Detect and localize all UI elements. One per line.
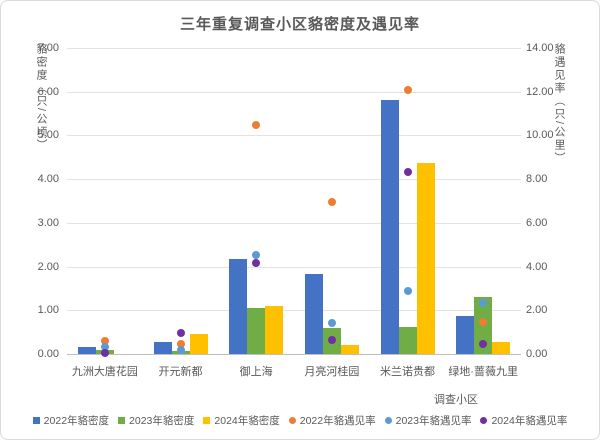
category-label: 绿地·蔷薇九里: [448, 366, 518, 378]
plot-area: [67, 48, 521, 357]
left-axis-tick: 0.00: [37, 348, 59, 360]
legend-label: 2022年貉密度: [43, 415, 110, 427]
dot-s0-c4: [403, 85, 412, 94]
legend-item: 2022年貉密度: [32, 413, 110, 428]
bar-s0-c3: [304, 273, 323, 354]
legend-item: 2024年貉遇见率: [480, 413, 567, 428]
left-axis-tick: 1.00: [37, 304, 59, 317]
bar-s2-c4: [416, 162, 435, 354]
gridline: [67, 266, 521, 268]
legend-item: 2023年貉密度: [118, 413, 194, 428]
right-axis-tick: 2.00: [526, 304, 548, 317]
legend-item: 2022年貉遇见率: [288, 413, 376, 428]
legend-item: 2024年貉密度: [203, 413, 280, 428]
bar-s2-c5: [492, 341, 511, 354]
legend-label: 2023年貉密度: [129, 415, 195, 427]
dot-s2-c4: [403, 167, 412, 176]
dot-s2-c0: [100, 348, 109, 357]
bar-s1-c4: [398, 327, 417, 354]
legend-marker-square-icon: [32, 417, 40, 424]
dot-s2-c2: [252, 259, 261, 268]
left-axis-tick: 7.00: [37, 42, 59, 54]
left-axis-tick: 3.00: [37, 216, 59, 229]
gridline: [67, 91, 521, 93]
bar-s0-c2: [229, 258, 248, 354]
legend-label: 2023年貉遇见率: [395, 415, 472, 427]
legend-marker-circle-icon: [384, 417, 392, 424]
category-label: 月亮河桂园: [304, 366, 360, 378]
legend: 2022年貉密度 2023年貉密度 2024年貉密度 2022年貉遇见率 2023年貉遇…: [1, 413, 599, 428]
dot-s1-c1: [176, 345, 185, 354]
chart-title: 三年重复调查小区貉密度及遇见率: [179, 16, 420, 33]
legend-marker-square-icon: [203, 417, 211, 424]
left-axis-tick: 6.00: [37, 85, 59, 98]
legend-marker-circle-icon: [480, 417, 488, 424]
category-label: 开元新都: [158, 366, 203, 378]
gridline: [67, 222, 521, 224]
right-axis-tick: 10.00: [526, 129, 554, 142]
dot-s1-c0: [100, 342, 109, 351]
bar-s0-c0: [77, 346, 96, 354]
right-axis-tick: 6.00: [526, 216, 548, 229]
left-axis-title: 貉密度（只/公顷）: [35, 43, 47, 153]
category-label: 九洲大唐花园: [71, 366, 138, 378]
bar-s1-c2: [247, 308, 266, 354]
x-axis-title: 调查小区: [434, 394, 478, 406]
dot-s2-c1: [176, 328, 185, 337]
dot-s1-c3: [327, 318, 336, 327]
legend-label: 2024年貉遇见率: [491, 415, 568, 427]
right-axis-ticks: 14.00 12.00 10.00 8.00 6.00 4.00 2.00 0.00: [526, 1, 570, 439]
dot-s1-c5: [479, 299, 488, 308]
bar-s0-c4: [380, 100, 399, 354]
right-axis-tick: 8.00: [526, 173, 548, 186]
dot-s1-c4: [403, 286, 412, 295]
dot-s2-c5: [479, 339, 488, 348]
category-label: 御上海: [239, 366, 273, 378]
dot-s0-c3: [327, 198, 336, 207]
category-label: 米兰诺贵都: [379, 366, 435, 378]
dot-s0-c2: [252, 120, 261, 129]
legend-marker-square-icon: [118, 417, 126, 424]
right-axis-tick: 12.00: [526, 85, 554, 98]
gridline: [67, 48, 521, 49]
legend-marker-circle-icon: [288, 417, 296, 424]
left-axis-tick: 5.00: [37, 129, 59, 142]
gridline: [67, 179, 521, 181]
x-axis-line: [67, 354, 521, 355]
legend-label: 2022年貉遇见率: [299, 415, 376, 427]
dot-s0-c5: [479, 318, 488, 327]
dot-s2-c3: [327, 335, 336, 344]
bar-s2-c1: [189, 334, 208, 354]
bar-s2-c2: [265, 306, 284, 354]
left-axis-ticks: 7.00 6.00 5.00 4.00 3.00 2.00 1.00 0.00: [15, 1, 59, 439]
right-axis-tick: 0.00: [526, 348, 548, 360]
bar-s0-c1: [153, 342, 172, 354]
bar-s0-c5: [456, 315, 475, 354]
left-axis-tick: 2.00: [37, 260, 59, 273]
gridline: [67, 135, 521, 137]
left-axis-tick: 4.00: [37, 173, 59, 186]
right-axis-tick: 4.00: [526, 260, 548, 273]
dot-s0-c0: [100, 336, 109, 345]
legend-item: 2023年貉遇见率: [384, 413, 472, 428]
legend-label: 2024年貉密度: [214, 415, 280, 427]
right-axis-tick: 14.00: [526, 42, 554, 54]
dot-s1-c2: [252, 250, 261, 259]
right-axis-title: 貉遇见率（只/公里）: [553, 43, 565, 166]
gridline: [67, 310, 521, 312]
dot-s0-c1: [176, 340, 185, 349]
bar-s2-c3: [340, 344, 359, 354]
